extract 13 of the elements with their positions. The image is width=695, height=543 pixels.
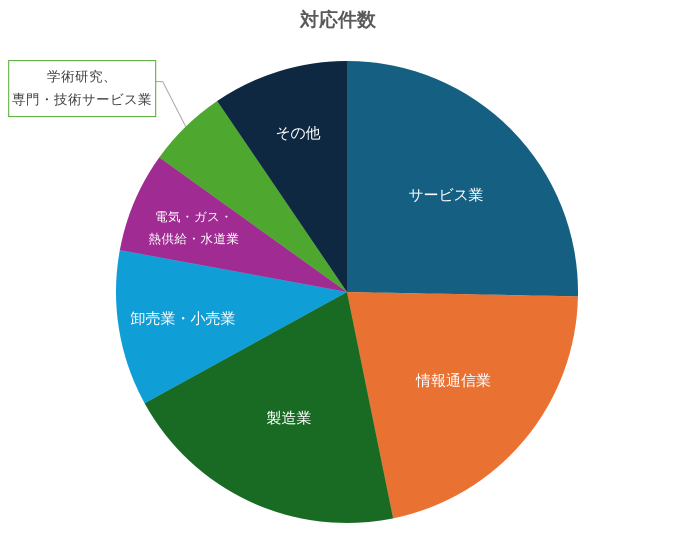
pie-slice	[120, 157, 347, 292]
pie-slice	[347, 61, 578, 296]
slice-label: 製造業	[266, 408, 312, 427]
pie-slice	[116, 250, 347, 404]
slice-label: 学術研究、専門・技術サービス業	[12, 69, 152, 108]
chart-title: 対応件数	[299, 9, 377, 31]
slice-label: サービス業	[408, 186, 484, 204]
slice-label: 情報通信業	[415, 372, 492, 390]
slice-label: 卸売業・小売業	[130, 310, 236, 328]
slice-label: 電気・ガス・熱供給・水道業	[148, 208, 240, 246]
pie-slice	[144, 292, 394, 523]
pie-slice	[347, 292, 578, 518]
slice-label: その他	[276, 124, 321, 142]
